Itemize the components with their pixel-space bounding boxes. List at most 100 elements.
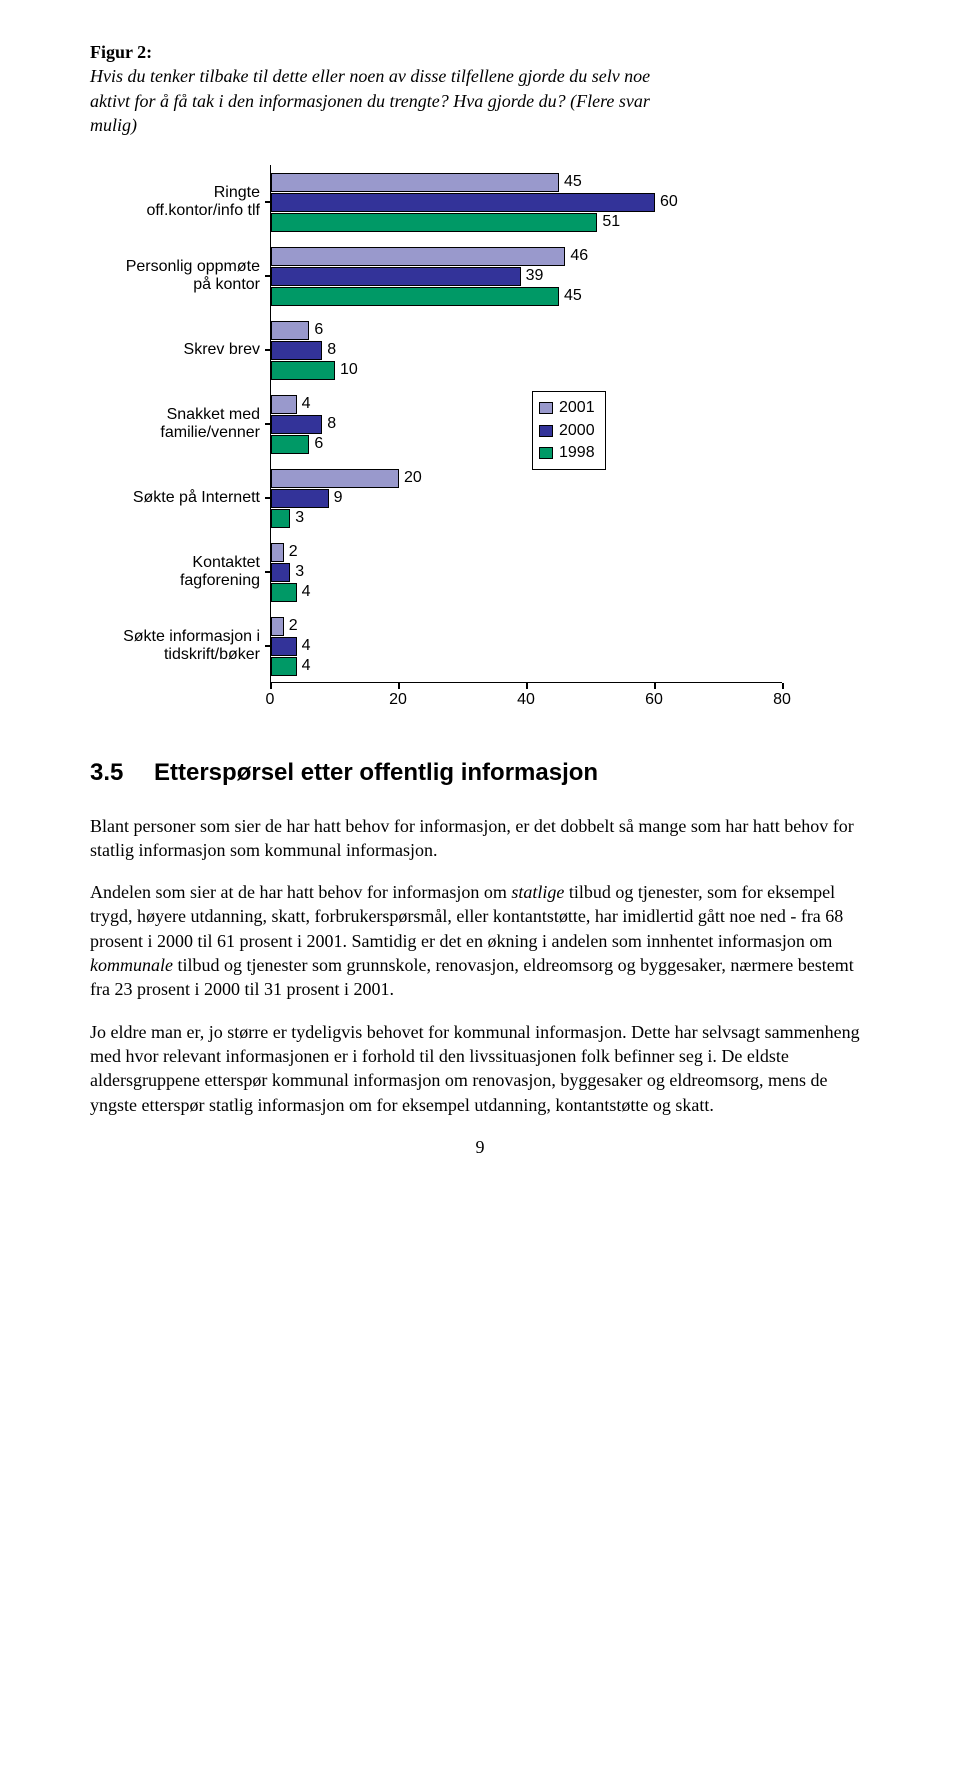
category-group: 46 39 45 <box>271 239 782 313</box>
paragraph-2: Andelen som sier at de har hatt behov fo… <box>90 880 870 1001</box>
figure-title: Hvis du tenker tilbake til dette eller n… <box>90 64 870 137</box>
bar-row: 3 <box>271 509 782 528</box>
bar-value-label: 10 <box>335 361 358 380</box>
category-group: 234 <box>271 535 782 609</box>
bar <box>271 583 297 602</box>
bar-value-label: 4 <box>297 657 311 676</box>
bar <box>271 321 309 340</box>
bar-value-label: 6 <box>309 321 323 340</box>
bar-row: 8 <box>271 341 782 360</box>
x-tick-label: 0 <box>266 689 275 711</box>
category-group: 6810 <box>271 313 782 387</box>
category-group: 244 <box>271 609 782 683</box>
bar-row: 39 <box>271 267 782 286</box>
bar-row: 4 <box>271 637 782 656</box>
bar <box>271 415 322 434</box>
bar <box>271 657 297 676</box>
x-tick-label: 80 <box>773 689 791 711</box>
paragraph-1: Blant personer som sier de har hatt beho… <box>90 814 870 863</box>
bar-value-label: 39 <box>521 267 544 286</box>
bar-row: 2 <box>271 543 782 562</box>
category-group: 486 <box>271 387 782 461</box>
section-heading: 3.5 Etterspørsel etter offentlig informa… <box>90 757 870 789</box>
section-title: Etterspørsel etter offentlig informasjon <box>154 757 598 789</box>
bar <box>271 287 559 306</box>
category-label: Kontaktetfagforening <box>90 535 270 609</box>
bar-value-label: 8 <box>322 341 336 360</box>
bar-value-label: 4 <box>297 395 311 414</box>
bar-row: 4 <box>271 395 782 414</box>
category-label: Ringteoff.kontor/info tlf <box>90 165 270 239</box>
bar <box>271 341 322 360</box>
bar-value-label: 20 <box>399 469 422 488</box>
figure-heading: Figur 2: <box>90 40 870 64</box>
bar-value-label: 8 <box>322 415 336 434</box>
bar-row: 3 <box>271 563 782 582</box>
bar <box>271 213 597 232</box>
bar-row: 60 <box>271 193 782 212</box>
legend-item: 1998 <box>539 442 595 464</box>
category-label: Personlig oppmøtepå kontor <box>90 239 270 313</box>
bar-value-label: 2 <box>284 543 298 562</box>
category-group: 2093 <box>271 461 782 535</box>
bar-value-label: 46 <box>565 247 588 266</box>
page-number: 9 <box>90 1135 870 1159</box>
bar <box>271 193 655 212</box>
figure-title-line2: aktivt for å få tak i den informasjonen … <box>90 91 650 111</box>
bar <box>271 435 309 454</box>
figure-title-line1: Hvis du tenker tilbake til dette eller n… <box>90 66 650 86</box>
bar <box>271 267 521 286</box>
bar-chart: Ringteoff.kontor/info tlfPersonlig oppmø… <box>90 165 870 711</box>
x-axis: 020406080 <box>270 683 782 711</box>
paragraph-3: Jo eldre man er, jo større er tydeligvis… <box>90 1020 870 1117</box>
bar-row: 6 <box>271 321 782 340</box>
bar <box>271 489 329 508</box>
bar-value-label: 4 <box>297 637 311 656</box>
bar-row: 46 <box>271 247 782 266</box>
legend-swatch <box>539 447 553 459</box>
category-group: 45 6051 <box>271 165 782 239</box>
bar-row: 10 <box>271 361 782 380</box>
bar-row: 51 <box>271 213 782 232</box>
bar-row: 2 <box>271 617 782 636</box>
bar-value-label: 45 <box>559 173 582 192</box>
plot-area: 45605146394568104862093234244 020406080 … <box>270 165 870 711</box>
legend-item: 2000 <box>539 420 595 442</box>
category-label: Snakket medfamilie/venner <box>90 387 270 461</box>
chart-legend: 200120001998 <box>532 391 606 470</box>
legend-item: 2001 <box>539 397 595 419</box>
bar <box>271 173 559 192</box>
bar <box>271 247 565 266</box>
category-label: Skrev brev <box>90 313 270 387</box>
bar <box>271 637 297 656</box>
bar <box>271 469 399 488</box>
bar-value-label: 4 <box>297 583 311 602</box>
y-axis-labels: Ringteoff.kontor/info tlfPersonlig oppmø… <box>90 165 270 711</box>
bar <box>271 563 290 582</box>
legend-label: 2001 <box>559 397 595 419</box>
bar-row: 6 <box>271 435 782 454</box>
x-tick-label: 20 <box>389 689 407 711</box>
legend-swatch <box>539 402 553 414</box>
bar <box>271 543 284 562</box>
legend-label: 1998 <box>559 442 595 464</box>
bar-row: 45 <box>271 287 782 306</box>
figure-title-line3: mulig) <box>90 115 137 135</box>
bar-value-label: 2 <box>284 617 298 636</box>
bar-row: 4 <box>271 657 782 676</box>
legend-swatch <box>539 425 553 437</box>
plot-inner: 45605146394568104862093234244 <box>270 165 782 683</box>
bar-value-label: 6 <box>309 435 323 454</box>
bar <box>271 617 284 636</box>
bar-value-label: 3 <box>290 563 304 582</box>
category-label: Søkte informasjon itidskrift/bøker <box>90 609 270 683</box>
bar-row: 8 <box>271 415 782 434</box>
category-label: Søkte på Internett <box>90 461 270 535</box>
bar-value-label: 60 <box>655 193 678 212</box>
bar-value-label: 9 <box>329 489 343 508</box>
bar <box>271 361 335 380</box>
section-number: 3.5 <box>90 757 154 789</box>
x-tick-label: 40 <box>517 689 535 711</box>
bar-row: 4 <box>271 583 782 602</box>
bar-value-label: 45 <box>559 287 582 306</box>
